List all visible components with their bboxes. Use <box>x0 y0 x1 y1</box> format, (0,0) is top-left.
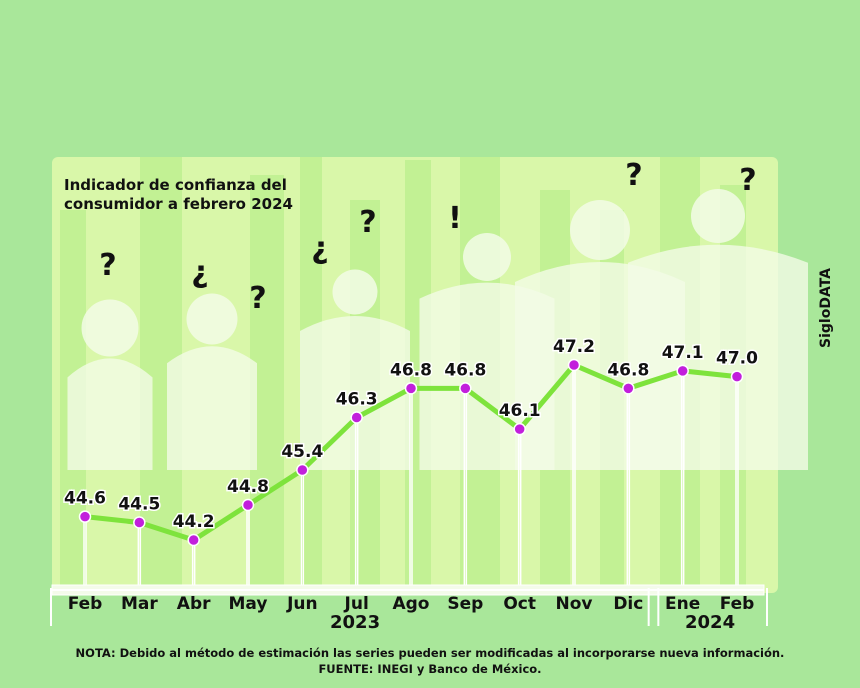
chart-title: Indicador de confianza del consumidor a … <box>64 176 324 214</box>
data-label-11: 47.1 <box>662 343 704 363</box>
chart-title-line-2: consumidor a febrero 2024 <box>64 195 293 213</box>
data-point-10 <box>622 382 635 395</box>
silhouette-head-2 <box>332 269 378 315</box>
silhouette-body-5 <box>628 244 808 470</box>
x-tick-label-2: Abr <box>177 594 211 614</box>
data-point-5 <box>350 411 363 424</box>
silhouette-body-0 <box>67 358 153 470</box>
decor-mark-0: ? <box>99 248 116 283</box>
year-label-2024: 2024 <box>685 612 736 633</box>
x-tick-label-7: Sep <box>447 594 483 614</box>
data-label-2: 44.2 <box>173 512 215 532</box>
silhouette-head-5 <box>691 189 745 243</box>
decor-mark-3: ¿ <box>311 231 328 266</box>
x-tick-label-5: Jul <box>344 594 369 614</box>
data-point-1 <box>133 516 146 529</box>
data-point-8 <box>513 422 526 436</box>
silhouette-body-2 <box>300 316 410 470</box>
x-tick-label-9: Nov <box>556 594 593 614</box>
data-label-9: 47.2 <box>553 337 595 357</box>
silhouette-head-4 <box>570 200 630 260</box>
data-point-9 <box>567 358 581 372</box>
data-label-0: 44.6 <box>64 489 106 509</box>
silhouette-head-0 <box>81 299 139 357</box>
data-point-12 <box>730 370 744 383</box>
x-tick-label-3: May <box>229 594 268 614</box>
data-point-4 <box>296 463 309 477</box>
data-label-6: 46.8 <box>390 360 432 380</box>
data-label-3: 44.8 <box>227 477 269 497</box>
x-tick-label-4: Jun <box>286 594 318 614</box>
decor-mark-7: ? <box>739 163 756 198</box>
data-point-0 <box>78 510 92 523</box>
x-tick-label-0: Feb <box>68 594 103 614</box>
data-label-5: 46.3 <box>336 390 378 410</box>
data-point-2 <box>187 533 200 547</box>
data-point-11 <box>676 364 689 378</box>
decor-mark-5: ! <box>448 201 462 236</box>
decor-mark-1: ¿ <box>191 255 208 290</box>
data-point-3 <box>241 498 255 512</box>
data-label-1: 44.5 <box>118 495 160 515</box>
footer-source: FUENTE: INEGI y Banco de México. <box>318 662 542 676</box>
footer-note: NOTA: Debido al método de estimación las… <box>75 646 785 660</box>
decor-mark-6: ? <box>625 158 642 193</box>
x-tick-label-10: Dic <box>613 594 643 614</box>
chart-title-line-1: Indicador de confianza del <box>64 176 287 194</box>
decor-mark-4: ? <box>359 205 376 240</box>
year-label-2023: 2023 <box>330 612 381 633</box>
brand-logo-text: SigloDATA <box>818 268 834 348</box>
footer: NOTA: Debido al método de estimación las… <box>0 645 860 677</box>
data-point-6 <box>404 382 418 395</box>
x-tick-label-11: Ene <box>665 594 700 614</box>
year-bracket-2023 <box>50 588 660 626</box>
data-label-12: 47.0 <box>716 349 758 369</box>
silhouette-body-1 <box>167 346 257 470</box>
x-tick-label-8: Oct <box>503 594 536 614</box>
x-tick-label-12: Feb <box>720 594 755 614</box>
silhouette-head-3 <box>463 233 511 281</box>
data-label-4: 45.4 <box>281 442 323 462</box>
x-tick-label-6: Ago <box>392 594 429 614</box>
decor-mark-2: ? <box>249 281 266 316</box>
data-label-8: 46.1 <box>499 401 541 421</box>
year-bracket-2024 <box>647 588 768 626</box>
silhouette-head-1 <box>186 293 238 345</box>
x-tick-label-1: Mar <box>121 594 158 614</box>
data-label-7: 46.8 <box>444 360 486 380</box>
data-point-7 <box>459 382 472 395</box>
data-label-10: 46.8 <box>607 360 649 380</box>
